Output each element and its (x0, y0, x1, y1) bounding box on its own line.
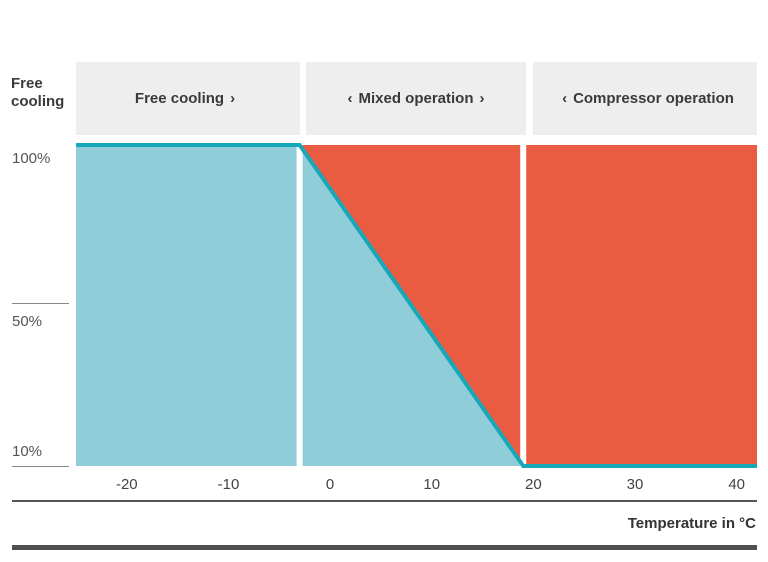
region-header-mixed-operation: ‹ Mixed operation › (306, 62, 526, 135)
chevron-left-icon: ‹ (347, 90, 353, 107)
x-axis-title: Temperature in °C (627, 515, 756, 532)
y-axis-title: Free cooling (11, 75, 65, 110)
free-cooling-line (76, 143, 757, 468)
chevron-right-icon: › (230, 90, 236, 107)
x-axis-line (12, 500, 757, 502)
x-tick-label: 20 (525, 476, 542, 493)
compressor-area (526, 145, 757, 466)
region-header-free-cooling: Free cooling › (76, 62, 300, 135)
x-tick-label: 30 (626, 476, 644, 493)
y-tick-line (12, 466, 69, 467)
region-header-compressor-operation: ‹ Compressor operation (533, 62, 757, 135)
region-label: Mixed operation (358, 90, 474, 107)
x-tick-label: 0 (325, 476, 335, 493)
x-tick-label: 40 (728, 476, 745, 493)
region-label: Compressor operation (573, 90, 734, 107)
bottom-rule (12, 545, 757, 550)
x-tick-label: 10 (423, 476, 441, 493)
region-label: Free cooling (134, 90, 225, 107)
y-tick-label: 100% (12, 150, 51, 167)
x-tick-label: -20 (115, 476, 138, 493)
chevron-left-icon: ‹ (562, 90, 568, 107)
x-tick-label: -10 (217, 476, 240, 493)
y-tick-label: 50% (12, 313, 43, 330)
chevron-right-icon: › (479, 90, 485, 107)
y-tick-label: 10% (12, 443, 43, 460)
y-tick-line (12, 303, 69, 304)
free-cooling-area (76, 145, 297, 466)
